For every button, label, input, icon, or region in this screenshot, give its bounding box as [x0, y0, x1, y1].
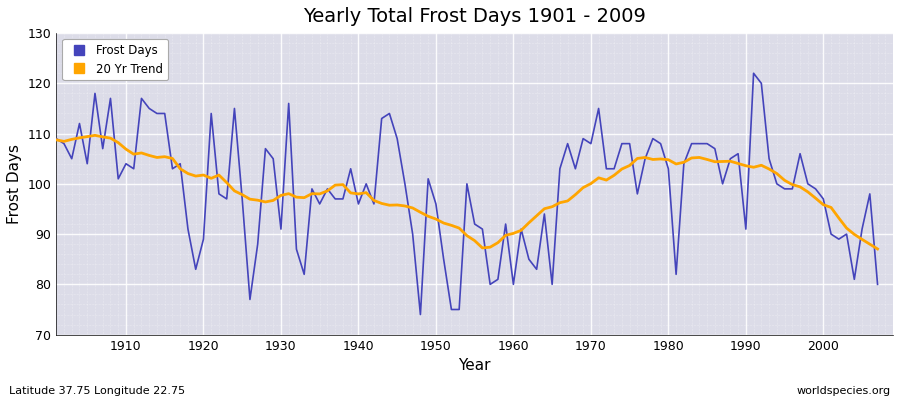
Legend: Frost Days, 20 Yr Trend: Frost Days, 20 Yr Trend: [62, 39, 168, 80]
X-axis label: Year: Year: [458, 358, 491, 373]
Text: Latitude 37.75 Longitude 22.75: Latitude 37.75 Longitude 22.75: [9, 386, 185, 396]
Text: worldspecies.org: worldspecies.org: [796, 386, 891, 396]
Y-axis label: Frost Days: Frost Days: [7, 144, 22, 224]
Title: Yearly Total Frost Days 1901 - 2009: Yearly Total Frost Days 1901 - 2009: [303, 7, 646, 26]
